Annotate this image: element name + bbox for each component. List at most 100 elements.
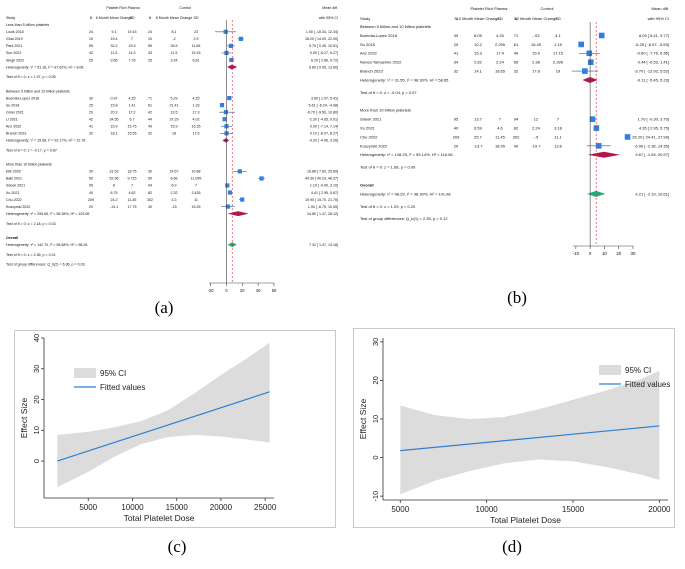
x-tick-label: 20000	[648, 505, 671, 514]
effect-square	[582, 68, 588, 74]
heterogeneity: Heterogeneity: τ² = 51.18, I² = 87.62%, …	[6, 65, 83, 69]
effect-square	[229, 57, 234, 63]
cell-mean-ctrl: 15.9	[532, 51, 541, 56]
subgroup-test: Test of θ = 0: z = -0.04, p = 0.97	[360, 90, 417, 95]
cell-n-prp: 41	[454, 51, 459, 56]
cell-sd-ctrl: 17.3	[193, 110, 200, 114]
header-sd-prp: SD	[130, 16, 135, 20]
header-ctrl-mean: 12 Month Mean Change	[515, 16, 559, 21]
cell-sd-ctrl: 2.395	[553, 60, 564, 65]
cell-n-ctrl: 82	[514, 125, 519, 130]
cell-n-ctrl: 71	[148, 96, 152, 100]
x-tick-label: 20	[240, 288, 245, 293]
cell-n-ctrl: 71	[514, 33, 519, 38]
group-title: Between 5 billion and 10 billion platele…	[6, 89, 70, 93]
ci-band	[57, 342, 270, 488]
cell-n-prp: 20	[454, 143, 459, 148]
x-tick-label: 15000	[166, 503, 189, 512]
cell-n-ctrl: 94	[148, 184, 152, 188]
y-tick-label: 30	[32, 365, 41, 373]
group-title: Between 5 billion and 10 billion platele…	[360, 24, 431, 29]
effect-label: 1.70 [ -0.30, 3.70]	[638, 117, 669, 122]
cell-n-prp: 20	[89, 205, 93, 209]
cell-n-prp: 95	[454, 117, 459, 122]
cell-n-prp: 209	[88, 198, 94, 202]
study-name: Xu 2021	[360, 125, 376, 130]
effect-label: 0.10 [ -8.07, 8.27]	[310, 132, 338, 136]
cell-n-ctrl: 82	[148, 191, 152, 195]
x-axis-label: Total Platelet Dose	[124, 513, 195, 523]
regression-plot-c: 0 10 20 30 40 5000 10000 15000 20000 25000 Total P…	[19, 334, 277, 523]
pooled-label: 14.80 [ 1.47, 28.12]	[307, 212, 338, 216]
study-name: Elik 2020	[6, 170, 21, 174]
cell-sd-ctrl: 15.25	[192, 205, 201, 209]
cell-mean-prp: 9.1	[112, 30, 117, 34]
cell-mean-ctrl: 2.32	[171, 191, 178, 195]
legend-fit-label: Fitted values	[100, 383, 145, 392]
effect-square	[222, 117, 227, 122]
cell-mean-prp: 0.97	[111, 96, 118, 100]
y-tick-label: 40	[32, 334, 41, 342]
group-title: More than 10 billion platelets	[360, 108, 411, 113]
y-tick-label: 20	[32, 395, 41, 403]
subgroup-diamond	[587, 151, 621, 158]
header-ci: with 95% CI	[648, 16, 669, 21]
cell-sd-prp: 7	[131, 184, 133, 188]
caption-b: (b)	[507, 288, 527, 307]
cell-mean-ctrl: 6.9	[172, 184, 177, 188]
effect-label: 5.70 [ 0.45, 10.91]	[309, 44, 338, 48]
cell-n-prp: 32	[454, 69, 459, 74]
header-prp: Platelet Rich Plasma	[106, 6, 139, 10]
cell-mean-prp: 52.96	[110, 177, 119, 181]
cell-n-ctrl: 42	[148, 110, 152, 114]
cell-mean-prp: 6.59	[474, 125, 483, 130]
effect-label: 16.86 [ 7.83, 25.69]	[307, 170, 338, 174]
effect-label: 4.41 [ 2.95, 5.87]	[311, 191, 338, 195]
cell-mean-ctrl: -2	[172, 37, 175, 41]
cell-sd-ctrl: 1.33	[193, 103, 200, 107]
cell-mean-prp: 6.75	[111, 191, 118, 195]
cell-sd-prp: 4.62	[129, 191, 136, 195]
header-n-ctrl: N	[149, 16, 152, 20]
cell-n-ctrl: 302	[147, 198, 153, 202]
cell-n-ctrl: 49	[148, 125, 152, 129]
effect-square	[589, 116, 596, 122]
cell-mean-ctrl: 12	[534, 117, 539, 122]
effect-label: -0.70 [ -9.50, 10.80]	[307, 110, 338, 114]
cell-mean-ctrl: 13.5	[171, 110, 178, 114]
cell-sd-prp: 15.9	[129, 44, 136, 48]
cell-mean-ctrl: 3.34	[171, 58, 178, 62]
effect-square	[225, 183, 230, 188]
fitted-line	[400, 425, 660, 452]
cell-mean-ctrl: 15.9	[171, 125, 178, 129]
cell-sd-prp: 1.41	[129, 103, 136, 107]
cell-sd-prp: 11.45	[128, 198, 137, 202]
study-name: Nunes-Tamashiro 2022	[360, 60, 402, 65]
legend-ci-label: 95% CI	[100, 369, 126, 378]
effect-square	[227, 95, 232, 101]
header-mean-diff: Mean diff.	[322, 6, 338, 10]
effect-square	[219, 103, 225, 108]
cell-sd-ctrl: 7	[557, 117, 560, 122]
cell-sd-ctrl: 11.1	[554, 134, 562, 139]
cell-n-prp: 40	[454, 125, 459, 130]
effect-label: -3.70 [ -12.92, 5.52]	[634, 69, 669, 74]
effect-label: 3.65 [ 1.97, 5.41]	[311, 96, 338, 100]
effect-label: 44.30 [ 40.23, 48.37]	[305, 177, 338, 181]
cell-sd-prp: 7.76	[129, 58, 136, 62]
effect-square	[593, 125, 600, 131]
cell-mean-prp: 20.3	[111, 110, 118, 114]
x-tick-label: 20000	[210, 503, 233, 512]
cell-mean-ctrl: 21.41	[170, 103, 179, 107]
study-name: Chu 2022	[6, 198, 22, 202]
cell-mean-ctrl: 14.67	[170, 170, 179, 174]
cell-n-prp: 25	[89, 58, 93, 62]
cell-sd-ctrl: 11.095	[191, 177, 202, 181]
study-name: Su 2018	[6, 103, 19, 107]
effect-square	[240, 197, 245, 202]
cell-sd-prp: 2.24	[496, 60, 505, 65]
cell-mean-ctrl: 11.5	[171, 51, 178, 55]
cell-n-ctrl: 61	[148, 103, 152, 107]
cell-n-ctrl: 55	[148, 44, 152, 48]
effect-square	[624, 134, 631, 140]
